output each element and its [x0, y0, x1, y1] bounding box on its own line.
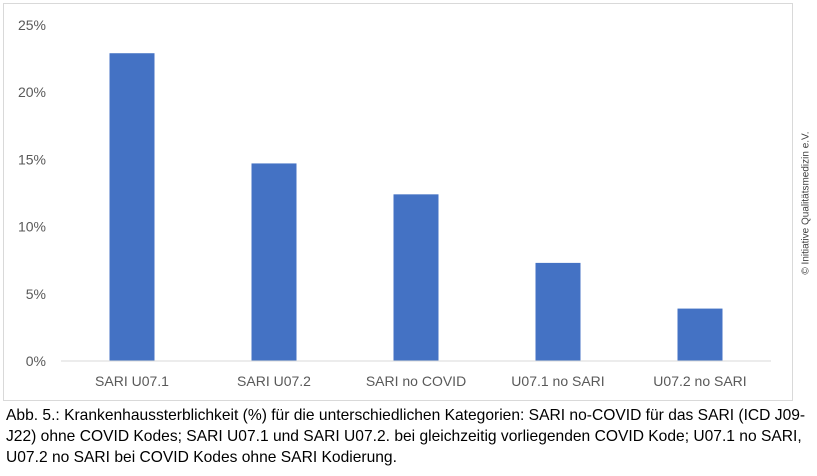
- x-tick-label: U07.1 no SARI: [511, 373, 604, 389]
- x-tick-label: U07.2 no SARI: [653, 373, 746, 389]
- y-tick-label: 25%: [18, 17, 46, 33]
- y-tick-label: 0%: [26, 353, 46, 369]
- copyright-text: © Initiative Qualitätsmedizin e.V.: [800, 131, 812, 275]
- y-tick-label: 20%: [18, 84, 46, 100]
- bar: [677, 308, 723, 361]
- x-tick-label: SARI U07.2: [237, 373, 311, 389]
- bar: [535, 262, 581, 361]
- chart-area: 0% 5% 10% 15% 20% 25% SARI U07.1 SARI U07.2 SAR…: [3, 3, 793, 401]
- x-tick-label: SARI U07.1: [95, 373, 169, 389]
- y-tick-label: 15%: [18, 151, 46, 167]
- figure-caption: Abb. 5.: Krankenhaussterblichkeit (%) fü…: [6, 407, 806, 466]
- y-tick-label: 10%: [18, 219, 46, 235]
- bar: [109, 53, 155, 361]
- y-tick-label: 5%: [26, 286, 46, 302]
- x-tick-label: SARI no COVID: [366, 373, 466, 389]
- bar-series: [109, 53, 723, 361]
- y-axis: 0% 5% 10% 15% 20% 25%: [18, 17, 46, 369]
- x-axis: SARI U07.1 SARI U07.2 SARI no COVID U07.1 n…: [95, 373, 747, 389]
- bar: [251, 163, 297, 361]
- bar: [393, 194, 439, 361]
- copyright-notice: © Initiative Qualitätsmedizin e.V.: [796, 3, 816, 401]
- bar-chart: 0%5%10%15%20%25% SARI U07.1 SARI U07.2 SAR…: [18, 17, 771, 389]
